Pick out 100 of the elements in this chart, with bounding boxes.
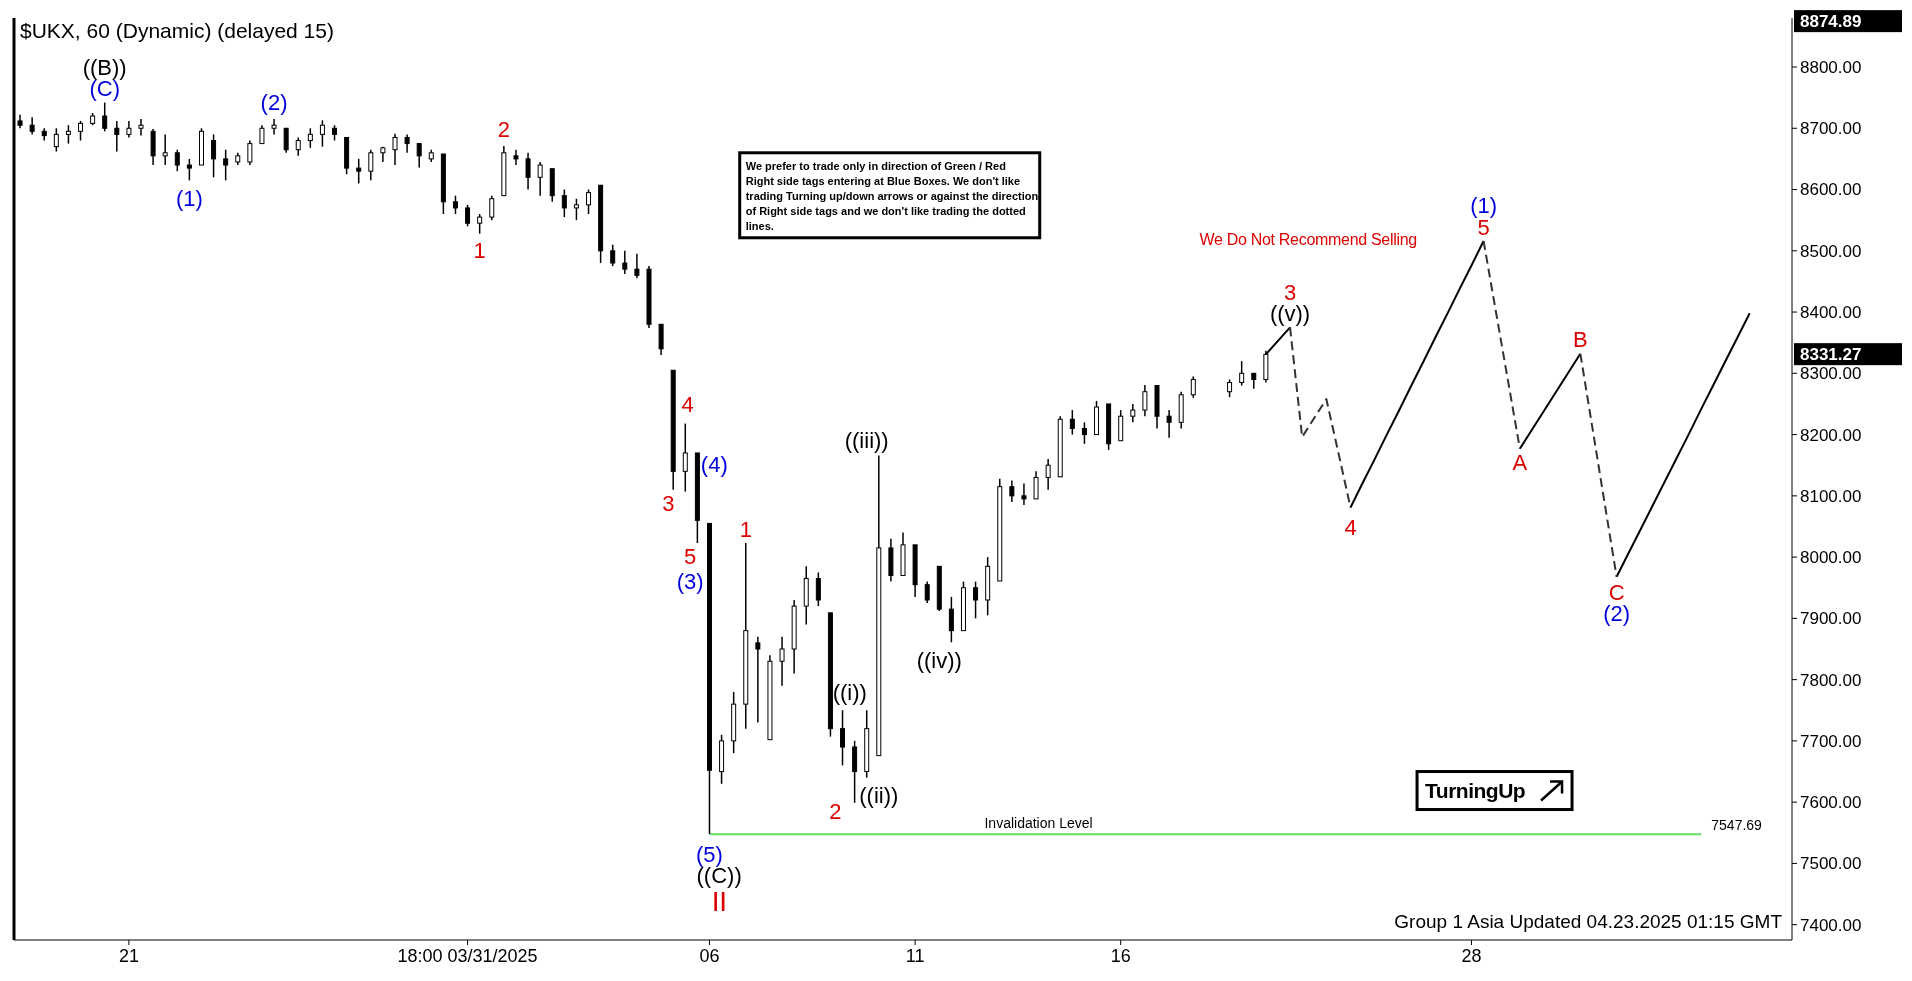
candlestick — [477, 213, 483, 235]
annotation: 5 — [684, 544, 697, 570]
annotation: 2 — [497, 116, 510, 142]
annotation: We Do Not Recommend Selling — [1199, 231, 1417, 249]
x-tick-label: 16 — [1110, 946, 1131, 966]
candlestick — [622, 250, 628, 275]
text: 8874.89 — [1800, 12, 1862, 32]
candlestick — [779, 636, 785, 687]
candlestick — [259, 124, 265, 145]
candlestick — [1021, 482, 1027, 506]
annotation: A — [1512, 450, 1528, 476]
candlestick — [489, 194, 495, 221]
candlestick — [973, 580, 979, 620]
text: 8331.27 — [1800, 345, 1862, 365]
candlestick — [247, 139, 253, 166]
candlestick — [840, 709, 846, 767]
annotation: (1) — [1470, 192, 1498, 218]
annotation: (2) — [260, 90, 288, 116]
candlestick — [815, 571, 821, 607]
x-tick-label: 21 — [118, 946, 139, 966]
candlestick — [65, 124, 71, 145]
candlestick — [610, 243, 616, 267]
candlestick — [138, 118, 144, 137]
candlestick — [561, 188, 567, 218]
ref-line-label: Invalidation Level — [984, 815, 1093, 832]
candlestick — [1166, 409, 1172, 439]
y-tick-label: 8600.00 — [1800, 180, 1862, 200]
candlestick — [924, 580, 930, 604]
annotation: 4 — [1344, 515, 1357, 541]
y-tick-label: 8200.00 — [1800, 425, 1862, 445]
annotation: II — [711, 886, 727, 918]
candlestick — [1142, 384, 1148, 417]
candlestick — [1190, 375, 1196, 399]
candlestick — [755, 636, 761, 724]
y-tick-label: 7800.00 — [1800, 670, 1862, 690]
candlestick — [586, 188, 592, 215]
candlestick — [53, 127, 59, 153]
candlestick — [319, 119, 325, 148]
annotation: 4 — [681, 391, 694, 417]
y-tick-label: 8700.00 — [1800, 119, 1862, 139]
y-tick-label: 8000.00 — [1800, 548, 1862, 568]
candlestick — [102, 101, 108, 133]
y-tick-label: 7900.00 — [1800, 609, 1862, 629]
candlestick — [162, 133, 168, 166]
candlestick — [1239, 360, 1245, 387]
y-tick-label: 7400.00 — [1800, 915, 1862, 935]
candlestick — [307, 127, 313, 149]
candlestick — [1069, 409, 1075, 436]
candlestick — [211, 133, 217, 179]
candlestick — [271, 118, 277, 136]
candlestick — [465, 204, 471, 228]
candlestick — [525, 152, 531, 191]
candlestick — [573, 197, 579, 221]
annotation: 5 — [1477, 215, 1490, 241]
y-tick-label: 7700.00 — [1800, 731, 1862, 751]
candlestick — [1130, 403, 1136, 424]
candlestick — [283, 127, 289, 154]
annotation: ((ii)) — [859, 782, 899, 808]
annotation: 3 — [662, 490, 675, 516]
annotation: Group 1 Asia Updated 04.23.2025 01:15 GMT — [1394, 911, 1783, 932]
annotation: 7547.69 — [1711, 817, 1763, 834]
y-tick-label: 8100.00 — [1800, 486, 1862, 506]
candlestick — [295, 136, 301, 157]
candlestick — [682, 422, 688, 493]
candlestick — [948, 596, 954, 644]
annotation: B — [1572, 327, 1588, 353]
y-tick-label: 8500.00 — [1800, 241, 1862, 261]
annotation: (3) — [676, 569, 704, 595]
annotation: (1) — [175, 186, 203, 212]
annotation: 1 — [473, 238, 486, 264]
candlestick — [452, 194, 458, 215]
candlestick — [537, 161, 543, 197]
candlestick — [368, 148, 374, 182]
candlestick — [404, 133, 410, 154]
annotation: 1 — [739, 516, 752, 542]
annotation: 2 — [829, 799, 842, 825]
annotation: TurningUp — [1425, 778, 1526, 802]
annotation: We prefer to trade only in direction of Green / Red Right side tags entering at Blue Boxes. We don't like trading Turning up/down arrows or against the direction of Right side tags and we don't like trading the dotted lines. — [745, 159, 1039, 232]
candlestick — [78, 120, 84, 142]
x-tick-label: 06 — [699, 946, 720, 966]
y-tick-label: 7500.00 — [1800, 854, 1862, 874]
y-tick-label: 8800.00 — [1800, 57, 1862, 77]
candlestick — [392, 133, 398, 166]
candlestick — [356, 158, 362, 185]
y-tick-label: 7600.00 — [1800, 793, 1862, 813]
x-tick-label: 11 — [905, 946, 925, 966]
y-tick-label: 8400.00 — [1800, 303, 1862, 323]
candlestick — [1033, 470, 1039, 500]
candlestick — [114, 120, 120, 153]
candlestick — [634, 253, 640, 280]
candlestick — [1045, 458, 1051, 491]
annotation: ((iii)) — [844, 428, 889, 454]
candlestick — [223, 148, 229, 182]
candlestick — [1009, 479, 1015, 503]
x-tick-label: 28 — [1461, 946, 1482, 966]
annotation: (4) — [700, 451, 728, 477]
candlestick — [416, 142, 422, 169]
annotation: ((i)) — [832, 679, 867, 705]
candlestick — [1081, 421, 1087, 445]
candlestick — [174, 148, 180, 172]
